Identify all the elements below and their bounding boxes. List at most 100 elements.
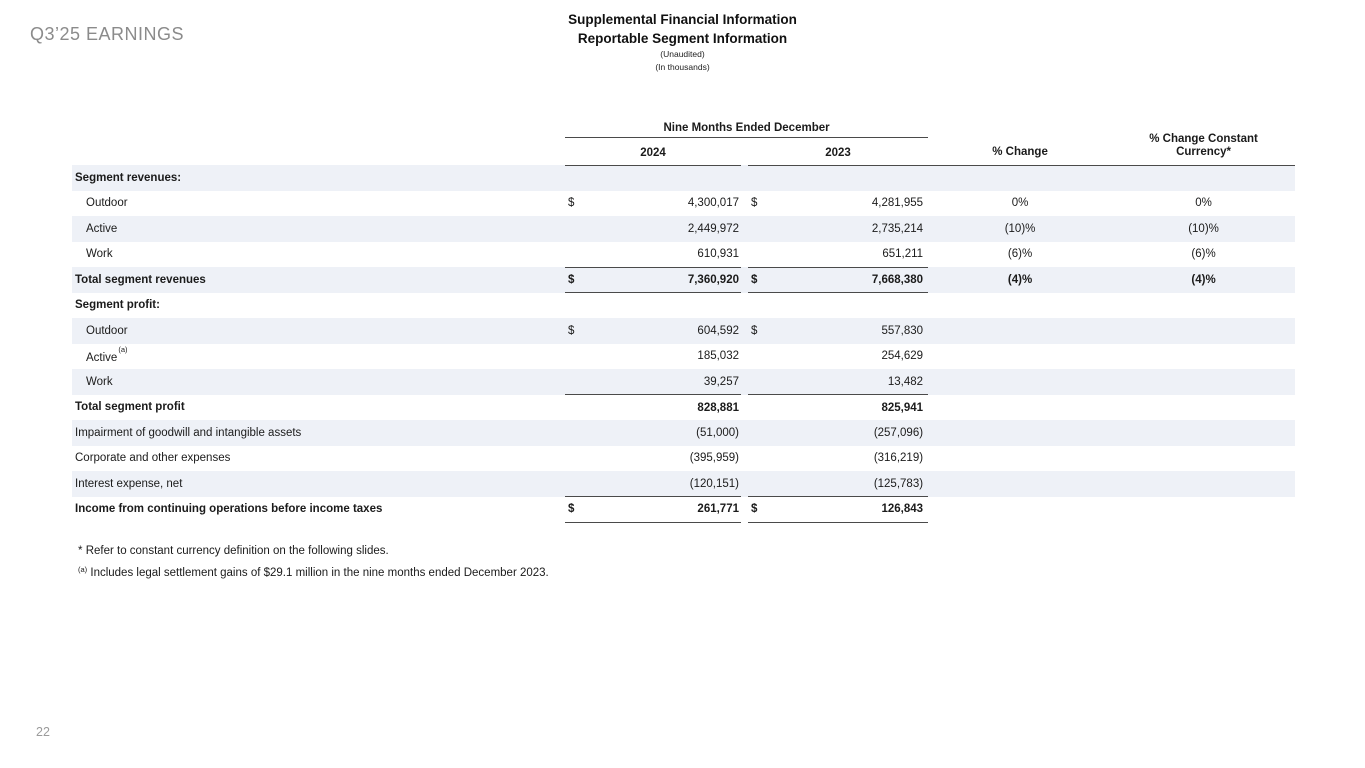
row-label-text: Outdoor (86, 197, 128, 210)
pct-change-value (928, 395, 1112, 421)
dollar-sign-2024 (565, 446, 581, 472)
value-2024: 39,257 (581, 369, 741, 395)
pct-change-value (928, 165, 1113, 191)
footnote-legal-settlement: (a) Includes legal settlement gains of $… (78, 562, 549, 585)
row-label-text: Active (86, 222, 118, 235)
pct-change-cc-value (1112, 318, 1296, 344)
row-label: Work (72, 369, 565, 395)
value-2024: 185,032 (697, 350, 739, 363)
table-row: Interest expense, net (120,151) (125,783) (72, 471, 1296, 497)
pct-change-value (928, 446, 1112, 472)
value-2023: 126,843 (764, 496, 929, 523)
row-label-text: Outdoor (86, 324, 128, 337)
row-label: Work (72, 242, 565, 268)
table-row: Income from continuing operations before… (72, 496, 1295, 523)
segment-information-table: Nine Months Ended December % Change % Ch… (72, 118, 1296, 523)
table-row: Active 2,449,972 2,735,214 (10)% (10)% (72, 216, 1296, 242)
segment-table: Nine Months Ended December % Change % Ch… (72, 118, 1296, 523)
footnote-text: Includes legal settlement gains of $29.1… (90, 567, 549, 579)
value-2023 (764, 293, 928, 319)
pct-change-value (928, 420, 1113, 446)
table-row: Segment profit: (72, 293, 1295, 319)
pct-change-value (928, 369, 1113, 395)
dollar-sign-2024 (565, 369, 581, 395)
pct-change-value: (6)% (1007, 248, 1033, 261)
pct-change-cc-value: (4)% (1112, 267, 1296, 293)
value-2023: 651,211 (764, 241, 929, 268)
dollar-sign-2023 (748, 420, 764, 446)
row-label: Outdoor (72, 191, 565, 217)
pct-change-cc-value (1112, 497, 1295, 523)
page-subtitle: Reportable Segment Information (577, 31, 788, 46)
row-label-text: Total segment profit (75, 401, 185, 414)
pct-change-value: (10)% (928, 216, 1113, 242)
dollar-sign-2024: $ (565, 267, 581, 293)
value-2023: 4,281,955 (871, 197, 924, 210)
value-2024: 610,931 (581, 241, 741, 268)
column-gap (741, 242, 748, 268)
dollar-sign-2024: $ (568, 197, 575, 210)
table-row: Outdoor $604,592 $557,830 (72, 318, 1296, 344)
row-label: Active(a) (72, 344, 565, 370)
column-header-2023: 2023 (748, 137, 929, 166)
row-label-text: Work (86, 375, 113, 388)
pct-change-value (928, 318, 1113, 344)
pct-change-cc-value (1112, 471, 1296, 497)
table-row: Total segment revenues $7,360,920 $7,668,3… (72, 267, 1296, 293)
dollar-sign-2023 (748, 446, 764, 472)
row-label-text: Segment revenues: (75, 171, 182, 184)
pct-change-value (928, 497, 1112, 523)
column-gap (741, 446, 748, 472)
value-2024: 604,592 (581, 318, 741, 344)
dollar-sign-2023 (748, 165, 764, 191)
column-gap (741, 369, 748, 395)
value-2024: 828,881 (697, 401, 739, 414)
dollar-sign-2024: $ (565, 496, 581, 523)
dollar-sign-2024 (565, 165, 581, 191)
dollar-sign-2023: $ (748, 496, 764, 523)
value-2024: 2,449,972 (581, 216, 741, 242)
column-gap (741, 191, 748, 217)
row-label-text: Income from continuing operations before… (75, 503, 383, 516)
row-label: Outdoor (72, 318, 565, 344)
pct-change-cc-value (1112, 165, 1296, 191)
column-gap (741, 216, 748, 242)
column-gap (741, 137, 748, 165)
dollar-sign-2024 (565, 395, 581, 421)
column-gap (741, 497, 748, 523)
header-spacer (72, 118, 565, 137)
value-2023: (257,096) (764, 420, 929, 446)
table-row: Total segment profit 828,881 825,941 (72, 395, 1295, 421)
value-2024: 261,771 (581, 496, 741, 523)
table-header-group-row: Nine Months Ended December % Change % Ch… (72, 118, 1296, 166)
row-label-text: Segment profit: (75, 299, 160, 312)
column-gap (741, 395, 748, 421)
column-header-pct-change: % Change (928, 118, 1113, 166)
table-row: Segment revenues: (72, 165, 1296, 191)
pct-change-cc-label: % Change Constant Currency* (1149, 132, 1258, 158)
value-2023: (316,219) (873, 452, 924, 465)
dollar-sign-2023 (748, 241, 764, 268)
column-gap (741, 165, 748, 191)
value-2023: (125,783) (764, 471, 929, 497)
value-2023: 7,668,380 (764, 267, 929, 293)
dollar-sign-2024: $ (565, 318, 581, 344)
row-label: Income from continuing operations before… (72, 497, 565, 523)
pct-change-cc-value (1112, 395, 1295, 421)
value-2024 (581, 293, 741, 319)
value-2024 (581, 165, 741, 191)
row-label: Impairment of goodwill and intangible as… (72, 420, 565, 446)
value-2024: (395,959) (689, 452, 739, 465)
value-2024: 4,300,017 (687, 197, 739, 210)
pct-change-value: 0% (1011, 197, 1029, 210)
pct-change-value (928, 471, 1113, 497)
dollar-sign-2023 (748, 369, 764, 395)
pct-change-cc-value (1112, 344, 1295, 370)
dollar-sign-2023: $ (748, 318, 764, 344)
value-2024: (120,151) (581, 471, 741, 497)
column-gap (741, 293, 748, 319)
dollar-sign-2023 (748, 344, 764, 370)
footnote-text: Refer to constant currency definition on… (85, 545, 389, 557)
row-label-text: Interest expense, net (75, 477, 183, 490)
footnote-constant-currency: * Refer to constant currency definition … (78, 540, 549, 562)
